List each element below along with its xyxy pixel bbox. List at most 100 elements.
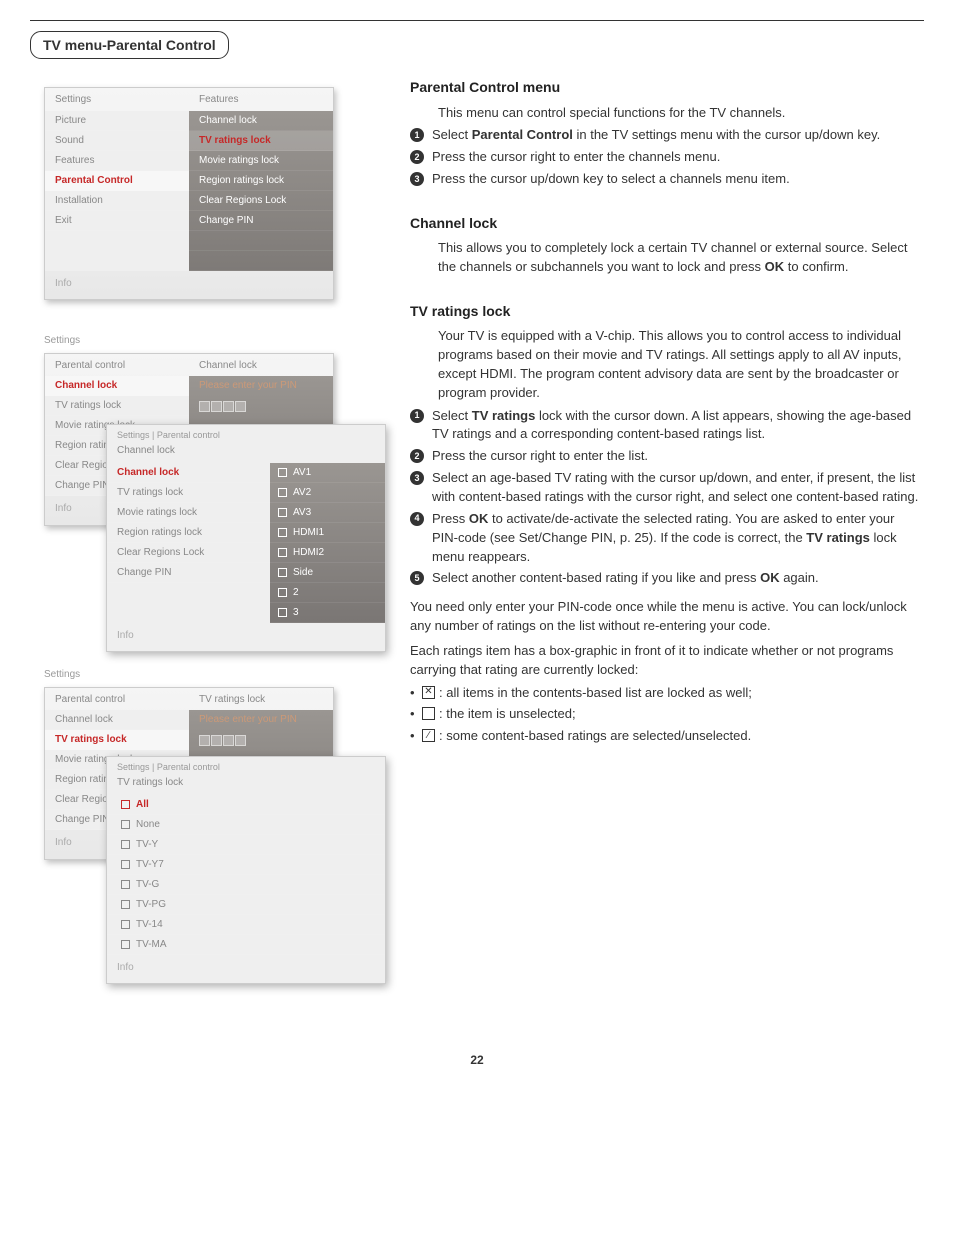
menu-item-empty bbox=[189, 251, 333, 271]
checkbox-icon bbox=[121, 940, 130, 949]
legend-row: •∕ : some content-based ratings are sele… bbox=[410, 727, 924, 746]
legend-icon: ✕ bbox=[422, 686, 435, 699]
bullet-dot: • bbox=[410, 705, 420, 724]
channel-option: 2 bbox=[270, 583, 385, 603]
rating-option: TV-PG bbox=[107, 895, 385, 915]
rating-option: TV-Y bbox=[107, 835, 385, 855]
step-number-icon: 1 bbox=[410, 409, 424, 423]
checkbox-icon bbox=[278, 568, 287, 577]
menu-item: Movie ratings lock bbox=[107, 503, 270, 523]
menu-item: Region ratings lock bbox=[189, 171, 333, 191]
checkbox-icon bbox=[278, 528, 287, 537]
menu2-overlay-crumb: Settings | Parental control bbox=[107, 425, 385, 444]
option-label: All bbox=[136, 798, 149, 811]
step-item: 1 Select Parental Control in the TV setti… bbox=[410, 126, 924, 145]
step-text: Select Parental Control in the TV settin… bbox=[432, 126, 880, 145]
menu3-overlay: Settings | Parental control TV ratings l… bbox=[106, 756, 386, 984]
step-number-icon: 3 bbox=[410, 471, 424, 485]
menu-screenshot-3: Settings Parental control TV ratings loc… bbox=[44, 668, 390, 968]
menu-item: Clear Regions Lock bbox=[189, 191, 333, 211]
legend-row: • : the item is unselected; bbox=[410, 705, 924, 724]
option-label: TV-14 bbox=[136, 918, 163, 931]
option-label: TV-MA bbox=[136, 938, 167, 951]
checkbox-icon bbox=[278, 468, 287, 477]
menu2-right-header: Channel lock bbox=[189, 354, 333, 377]
option-label: TV-G bbox=[136, 878, 159, 891]
step-item: 4Press OK to activate/de-activate the se… bbox=[410, 510, 924, 567]
rating-option: TV-Y7 bbox=[107, 855, 385, 875]
menu-item: Installation bbox=[45, 191, 189, 211]
channel-option: AV3 bbox=[270, 503, 385, 523]
menu-item: Movie ratings lock bbox=[189, 151, 333, 171]
checkbox-icon bbox=[278, 548, 287, 557]
menu3-overlay-crumb: Settings | Parental control bbox=[107, 757, 385, 776]
step-text: Press the cursor right to enter the list… bbox=[432, 447, 648, 466]
menu3-title: Settings bbox=[44, 668, 390, 683]
pin-input-boxes-3 bbox=[189, 731, 333, 758]
step-item: 2 Press the cursor right to enter the cha… bbox=[410, 148, 924, 167]
menu-item-empty bbox=[189, 231, 333, 251]
top-rule bbox=[30, 20, 924, 21]
step-number-icon: 2 bbox=[410, 150, 424, 164]
channel-option: AV2 bbox=[270, 483, 385, 503]
bullet-dot: • bbox=[410, 727, 420, 746]
section-tag: TV menu-Parental Control bbox=[30, 31, 229, 59]
menu1-info: Info bbox=[45, 271, 333, 300]
step-number-icon: 5 bbox=[410, 571, 424, 585]
option-label: HDMI1 bbox=[293, 526, 324, 539]
option-label: AV3 bbox=[293, 506, 311, 519]
menu3-right-header: TV ratings lock bbox=[189, 688, 333, 711]
checkbox-icon bbox=[278, 588, 287, 597]
channel-lock-section: Channel lock This allows you to complete… bbox=[410, 213, 924, 277]
menu-item: Parental Control bbox=[45, 171, 189, 191]
menu2-overlay-subtitle: Channel lock bbox=[107, 444, 385, 463]
checkbox-icon bbox=[121, 800, 130, 809]
left-column: Settings Features PictureSoundFeaturesPa… bbox=[30, 77, 410, 1002]
page-number: 22 bbox=[30, 1052, 924, 1069]
option-label: AV2 bbox=[293, 486, 311, 499]
menu-item: Region ratings lock bbox=[107, 523, 270, 543]
checkbox-icon bbox=[278, 608, 287, 617]
step-number-icon: 4 bbox=[410, 512, 424, 526]
checkbox-icon bbox=[278, 488, 287, 497]
rating-option: TV-14 bbox=[107, 915, 385, 935]
rating-option: TV-MA bbox=[107, 935, 385, 955]
menu-item: Channel lock bbox=[45, 376, 189, 396]
channel-option: 3 bbox=[270, 603, 385, 623]
rating-option: None bbox=[107, 815, 385, 835]
checkbox-icon bbox=[278, 508, 287, 517]
channel-option: AV1 bbox=[270, 463, 385, 483]
step-number-icon: 3 bbox=[410, 172, 424, 186]
checkbox-icon bbox=[121, 840, 130, 849]
menu-item: Change PIN bbox=[189, 211, 333, 231]
bullet-dot: • bbox=[410, 684, 420, 703]
menu3-left-header: Parental control bbox=[45, 688, 189, 711]
menu-item: Picture bbox=[45, 111, 189, 131]
legend-text: : some content-based ratings are selecte… bbox=[439, 727, 751, 746]
rating-option: All bbox=[107, 795, 385, 815]
menu-item: TV ratings lock bbox=[107, 483, 270, 503]
menu-item: Sound bbox=[45, 131, 189, 151]
channel-option: Side bbox=[270, 563, 385, 583]
option-label: 2 bbox=[293, 586, 299, 599]
tv-ratings-lock-section: TV ratings lock Your TV is equipped with… bbox=[410, 301, 924, 746]
channel-lock-heading: Channel lock bbox=[410, 213, 924, 233]
pin-input-boxes bbox=[189, 397, 333, 424]
menu3-overlay-subtitle: TV ratings lock bbox=[107, 776, 385, 795]
step-text: Select another content-based rating if y… bbox=[432, 569, 819, 588]
menu2-left-header: Parental control bbox=[45, 354, 189, 377]
menu1-right-header: Features bbox=[189, 88, 333, 111]
step-text: Select an age-based TV rating with the c… bbox=[432, 469, 924, 507]
menu-item: Channel lock bbox=[45, 710, 189, 730]
menu-item: TV ratings lock bbox=[45, 730, 189, 750]
legend-text: : the item is unselected; bbox=[439, 705, 576, 724]
step-item: 1Select TV ratings lock with the cursor … bbox=[410, 407, 924, 445]
step-number-icon: 2 bbox=[410, 449, 424, 463]
legend-icon bbox=[422, 707, 435, 720]
checkbox-icon bbox=[121, 820, 130, 829]
step-text: Press the cursor right to enter the chan… bbox=[432, 148, 720, 167]
step-number-icon: 1 bbox=[410, 128, 424, 142]
menu-item: TV ratings lock bbox=[45, 396, 189, 416]
rating-option: TV-G bbox=[107, 875, 385, 895]
menu2-overlay-info: Info bbox=[107, 623, 385, 652]
